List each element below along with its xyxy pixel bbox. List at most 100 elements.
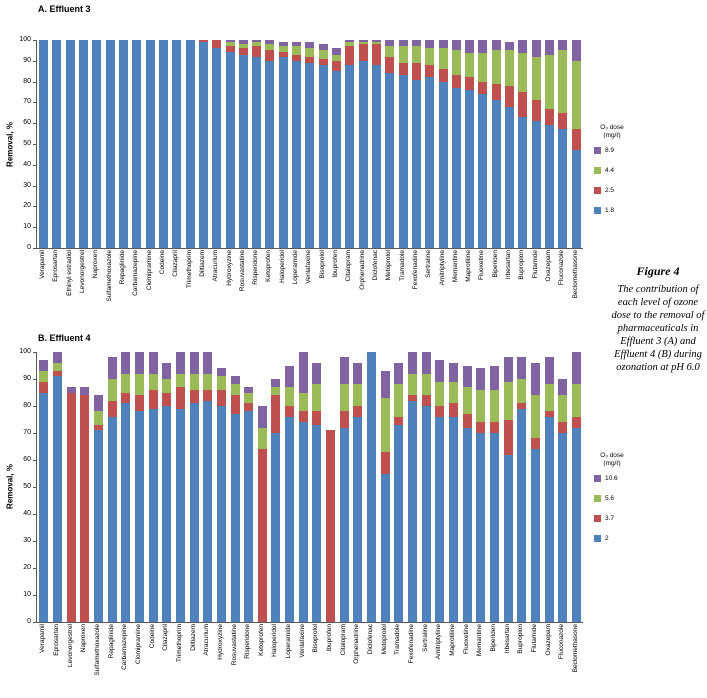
x-axis-label: Verapamil <box>39 624 47 653</box>
bar-segment-dose-4.4 <box>505 50 515 86</box>
x-label-slot: Ethinyl estradiol <box>63 250 76 330</box>
bar-segment-dose-2 <box>285 416 295 622</box>
bar-slot <box>283 352 297 622</box>
legend-swatch <box>594 515 601 522</box>
stacked-bar <box>425 40 435 248</box>
x-label-slot: Ketoprofen <box>255 624 269 696</box>
legend-swatch <box>594 495 601 502</box>
bar-segment-dose-2.5 <box>265 50 275 61</box>
bar-segment-dose-1.8 <box>278 56 288 248</box>
x-label-slot: Codeine <box>156 250 169 330</box>
bar-segment-dose-10.6 <box>421 352 431 374</box>
bar-slot <box>263 40 276 248</box>
stacked-bar <box>545 40 555 248</box>
x-label-slot: Repaglinide <box>116 250 129 330</box>
legend-title-line1: O₃ dose <box>600 124 624 131</box>
bar-slot <box>410 40 423 248</box>
x-label-slot: Fexofenadine <box>409 250 422 330</box>
bar-slot <box>488 352 502 622</box>
bar-segment-dose-8.9 <box>305 42 315 49</box>
x-label-slot: Orphenadrine <box>356 250 369 330</box>
bar-segment-dose-8.9 <box>465 40 475 53</box>
x-axis-label: Orphenadrine <box>353 624 361 664</box>
bar-segment-dose-5.6 <box>257 427 267 450</box>
bar-slot <box>450 40 463 248</box>
bar-segment-dose-2.5 <box>491 83 501 101</box>
bar-slot <box>529 352 543 622</box>
bar-segment-dose-1.8 <box>411 79 421 248</box>
bar-segment-dose-8.9 <box>238 40 248 45</box>
stacked-bar <box>380 352 390 622</box>
stacked-bar <box>394 352 404 622</box>
y-tick-mark <box>33 144 37 145</box>
bar-segment-dose-3.7 <box>312 411 322 425</box>
x-label-slot: Fluoxetine <box>459 624 473 696</box>
bar-segment-dose-2 <box>530 449 540 622</box>
bar-segment-dose-2 <box>312 424 322 622</box>
y-tick-mark <box>33 123 37 125</box>
bar-segment-dose-5.6 <box>107 379 117 401</box>
legend-swatch <box>594 167 601 174</box>
x-axis-label: Sulfamethoxazole <box>105 250 113 302</box>
x-label-slot: Orphenadrine <box>350 624 364 696</box>
bar-segment-dose-2.5 <box>358 44 368 61</box>
bar-segment-dose-2 <box>244 411 254 622</box>
x-axis-label: Biperiden <box>489 624 497 652</box>
bar-segment-dose-3.7 <box>121 392 131 404</box>
legend-title-line2: (mg/ℓ) <box>603 460 621 467</box>
stacked-bar <box>148 352 158 622</box>
x-label-slot: Trimethoprim <box>173 624 187 696</box>
x-axis-label: Tramadole <box>398 250 406 281</box>
stacked-bar <box>462 352 472 622</box>
bar-segment-dose-10.6 <box>462 365 472 388</box>
bar-segment-dose-3.7 <box>80 395 90 622</box>
x-label-slot: Eprosartan <box>50 624 64 696</box>
bar-slot <box>515 352 529 622</box>
bar-slot <box>256 352 270 622</box>
bar-segment-dose-8.9 <box>318 44 328 51</box>
x-axis-label: Maprotiline <box>449 624 457 656</box>
bar-slot <box>90 40 103 248</box>
y-tick-label: 0 <box>27 244 31 251</box>
bar-segment-dose-5.6 <box>503 381 513 420</box>
bar-segment-dose-5.6 <box>544 384 554 412</box>
bar-slot <box>436 40 449 248</box>
bar-slot <box>223 40 236 248</box>
x-label-slot: Biperiden <box>487 624 501 696</box>
x-axis-label: Loperamide <box>285 624 293 659</box>
bar-segment-dose-3.7 <box>244 403 254 412</box>
stacked-bar <box>203 352 213 622</box>
bar-segment-dose-10.6 <box>39 360 49 371</box>
bar-segment-dose-1.8 <box>52 40 62 248</box>
legend-title-line1: O₃ dose <box>600 452 624 459</box>
x-label-slot: Atracurium <box>200 624 214 696</box>
bar-segment-dose-5.6 <box>571 384 581 417</box>
bar-segment-dose-2 <box>380 473 390 622</box>
x-label-slot: Levonorgestrel <box>63 624 77 696</box>
bar-segment-dose-2.5 <box>465 77 475 90</box>
bar-segment-dose-4.4 <box>398 46 408 63</box>
bar-segment-dose-5.6 <box>394 384 404 417</box>
bar-segment-dose-5.6 <box>203 373 213 390</box>
bar-segment-dose-10.6 <box>134 352 144 374</box>
y-tick-labels: 0 10 20 30 40 50 60 70 80 90 100 <box>12 348 34 625</box>
x-axis-label: Flutamide <box>531 250 539 279</box>
bar-segment-dose-3.7 <box>380 451 390 474</box>
x-axis-label: Carbamazepine <box>132 250 140 296</box>
y-tick-mark <box>33 487 37 488</box>
bar-segment-dose-10.6 <box>189 352 199 374</box>
bar-segment-dose-10.6 <box>449 362 459 382</box>
bar-slot <box>277 40 290 248</box>
bar-segment-dose-5.6 <box>175 373 185 388</box>
bar-segment-dose-3.7 <box>571 416 581 428</box>
x-label-slot: Diltiazem <box>196 250 209 330</box>
bar-segment-dose-1.8 <box>505 106 515 248</box>
bar-segment-dose-8.9 <box>438 40 448 49</box>
bar-segment-dose-1.8 <box>305 62 315 248</box>
x-label-slot: Flutamide <box>528 624 542 696</box>
bar-segment-dose-1.8 <box>491 100 501 248</box>
bar-segment-dose-8.9 <box>345 40 355 43</box>
bar-segment-dose-8.9 <box>332 48 342 55</box>
bar-segment-dose-1.8 <box>425 77 435 248</box>
x-label-slot: Haloperidol <box>276 250 289 330</box>
